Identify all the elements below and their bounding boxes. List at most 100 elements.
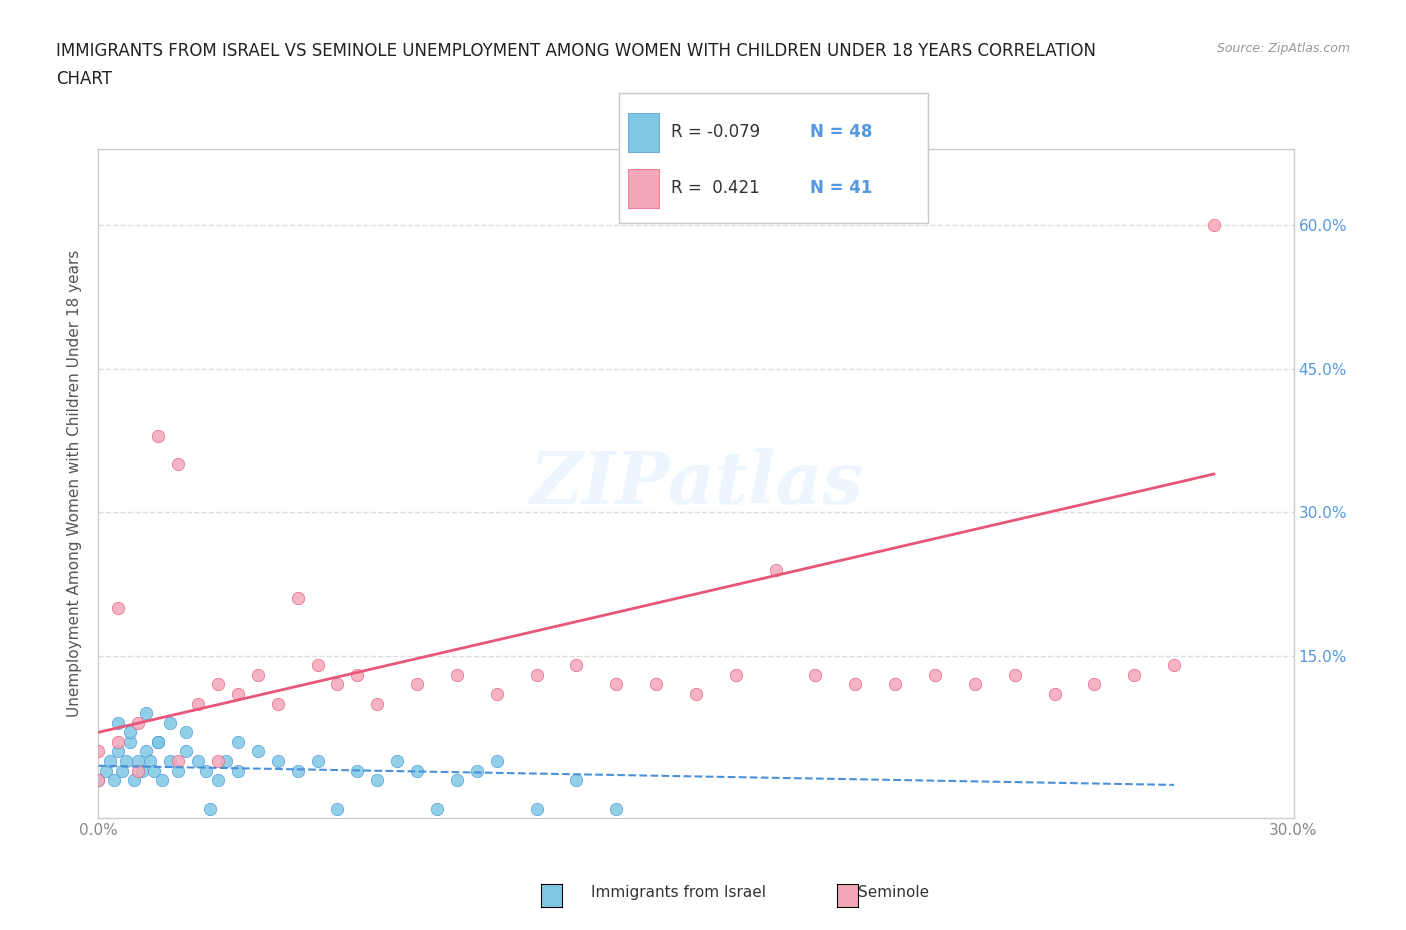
Point <box>207 773 229 788</box>
Text: Seminole: Seminole <box>858 885 929 900</box>
Point <box>526 668 548 683</box>
Point <box>485 753 508 768</box>
Text: N = 48: N = 48 <box>810 123 873 141</box>
Point <box>366 697 388 711</box>
Point <box>963 677 986 692</box>
Point <box>107 744 129 759</box>
Point <box>226 764 249 778</box>
Point <box>446 668 468 683</box>
Point <box>87 773 110 788</box>
Text: Immigrants from Israel: Immigrants from Israel <box>591 885 765 900</box>
Point <box>207 753 229 768</box>
Point <box>307 753 329 768</box>
Point <box>406 677 429 692</box>
Point <box>207 677 229 692</box>
Point <box>187 697 209 711</box>
Point <box>406 764 429 778</box>
Bar <box>628 168 659 207</box>
Point <box>120 735 142 750</box>
Point <box>765 563 787 578</box>
Point <box>724 668 747 683</box>
Point <box>131 764 153 778</box>
Point <box>226 735 249 750</box>
Point <box>195 764 218 778</box>
Point <box>198 802 221 817</box>
Point <box>565 658 588 672</box>
Point <box>174 744 197 759</box>
Point <box>103 773 125 788</box>
Point <box>159 715 181 730</box>
Point <box>326 802 349 817</box>
Point <box>685 686 707 701</box>
Point <box>426 802 449 817</box>
Point <box>87 773 110 788</box>
Point <box>1163 658 1185 672</box>
Point <box>96 764 118 778</box>
Point <box>107 715 129 730</box>
Point <box>246 668 269 683</box>
Point <box>526 802 548 817</box>
Point <box>226 686 249 701</box>
Point <box>924 668 946 683</box>
Text: ZIPatlas: ZIPatlas <box>529 448 863 519</box>
Point <box>167 764 190 778</box>
Point <box>1043 686 1066 701</box>
Point <box>135 744 157 759</box>
Point <box>1123 668 1146 683</box>
Point <box>127 715 149 730</box>
Point <box>127 764 149 778</box>
Point <box>111 764 134 778</box>
Point <box>307 658 329 672</box>
Point <box>366 773 388 788</box>
Point <box>107 735 129 750</box>
Point <box>148 735 170 750</box>
Point <box>565 773 588 788</box>
Point <box>385 753 409 768</box>
Point <box>267 753 290 768</box>
Point <box>844 677 866 692</box>
Point <box>148 429 170 444</box>
Text: N = 41: N = 41 <box>810 179 873 197</box>
Point <box>246 744 269 759</box>
Point <box>100 753 122 768</box>
Point <box>215 753 238 768</box>
Point <box>804 668 827 683</box>
Point <box>143 764 166 778</box>
Point <box>1004 668 1026 683</box>
Point <box>326 677 349 692</box>
Bar <box>628 113 659 152</box>
Point <box>485 686 508 701</box>
Point <box>1202 218 1225 232</box>
Point <box>346 668 368 683</box>
Text: IMMIGRANTS FROM ISRAEL VS SEMINOLE UNEMPLOYMENT AMONG WOMEN WITH CHILDREN UNDER : IMMIGRANTS FROM ISRAEL VS SEMINOLE UNEMP… <box>56 42 1097 60</box>
Point <box>167 753 190 768</box>
Point <box>135 706 157 721</box>
Point <box>107 601 129 616</box>
Point <box>150 773 173 788</box>
Text: R =  0.421: R = 0.421 <box>671 179 761 197</box>
Point <box>115 753 138 768</box>
Point <box>446 773 468 788</box>
Y-axis label: Unemployment Among Women with Children Under 18 years: Unemployment Among Women with Children U… <box>67 250 83 717</box>
Point <box>148 735 170 750</box>
Point <box>187 753 209 768</box>
Text: Source: ZipAtlas.com: Source: ZipAtlas.com <box>1216 42 1350 55</box>
Point <box>139 753 162 768</box>
Point <box>605 802 627 817</box>
Point <box>167 457 190 472</box>
Text: R = -0.079: R = -0.079 <box>671 123 761 141</box>
Point <box>287 764 309 778</box>
Point <box>267 697 290 711</box>
Point <box>346 764 368 778</box>
Point <box>884 677 907 692</box>
Point <box>127 753 149 768</box>
Point <box>605 677 627 692</box>
Point <box>465 764 488 778</box>
Point <box>87 744 110 759</box>
Point <box>287 591 309 605</box>
Point <box>1083 677 1105 692</box>
Point <box>124 773 146 788</box>
Text: CHART: CHART <box>56 70 112 87</box>
Point <box>174 724 197 739</box>
Point <box>645 677 668 692</box>
